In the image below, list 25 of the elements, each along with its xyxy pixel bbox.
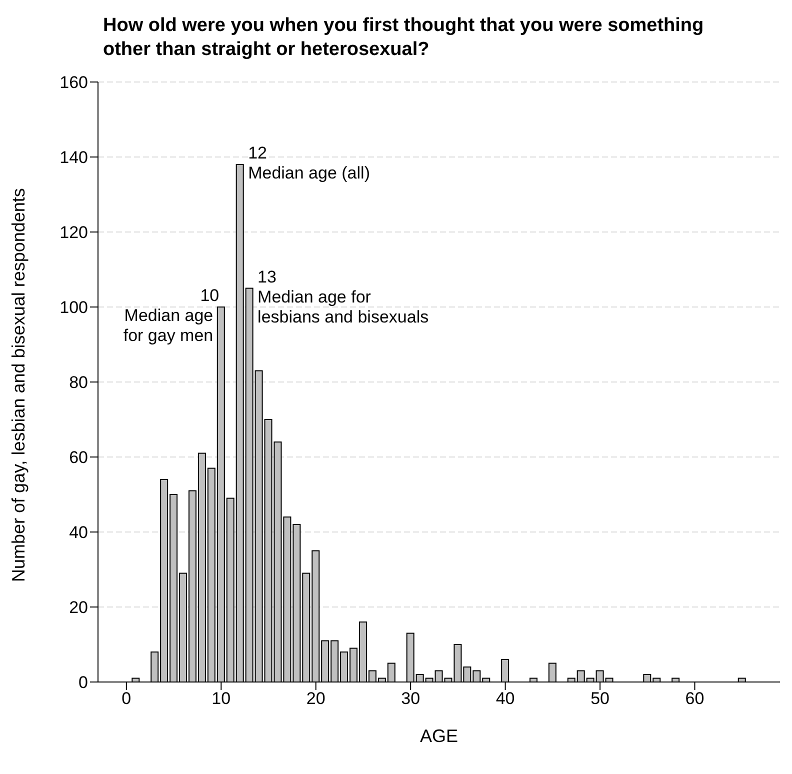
annotation: Median age (all)	[248, 164, 370, 182]
annotation: 10	[200, 286, 220, 305]
y-tick-label: 40	[69, 523, 88, 542]
y-tick-label: 100	[60, 298, 88, 318]
x-tick-label: 40	[496, 689, 515, 708]
x-tick-label: 50	[590, 689, 610, 708]
x-axis-title: AGE	[420, 726, 458, 746]
y-tick-label: 160	[60, 73, 88, 92]
y-tick-label: 140	[60, 148, 88, 168]
chart-title: How old were you when you first thought that you were something other than straight or heterosexual?	[102, 14, 705, 62]
y-tick-label: 80	[69, 373, 88, 392]
annotation: 13	[258, 267, 276, 286]
y-tick-label: 120	[60, 223, 88, 242]
y-axis-title: Number of gay, lesbian and bisexual respondents	[8, 188, 28, 582]
y-tick-label: 0	[78, 673, 88, 692]
x-tick-label: 60	[685, 689, 704, 708]
x-tick-label: 30	[401, 689, 420, 708]
annotation: Median age for gay men	[123, 306, 214, 345]
y-tick-label: 60	[69, 448, 88, 468]
x-tick-label: 10	[212, 689, 231, 708]
y-tick-label: 20	[69, 598, 88, 618]
x-tick-label: 20	[306, 689, 326, 708]
x-tick-label: 0	[122, 689, 132, 708]
annotation: Median age for lesbians and bisexuals	[258, 287, 429, 326]
annotation: 12	[248, 144, 268, 162]
